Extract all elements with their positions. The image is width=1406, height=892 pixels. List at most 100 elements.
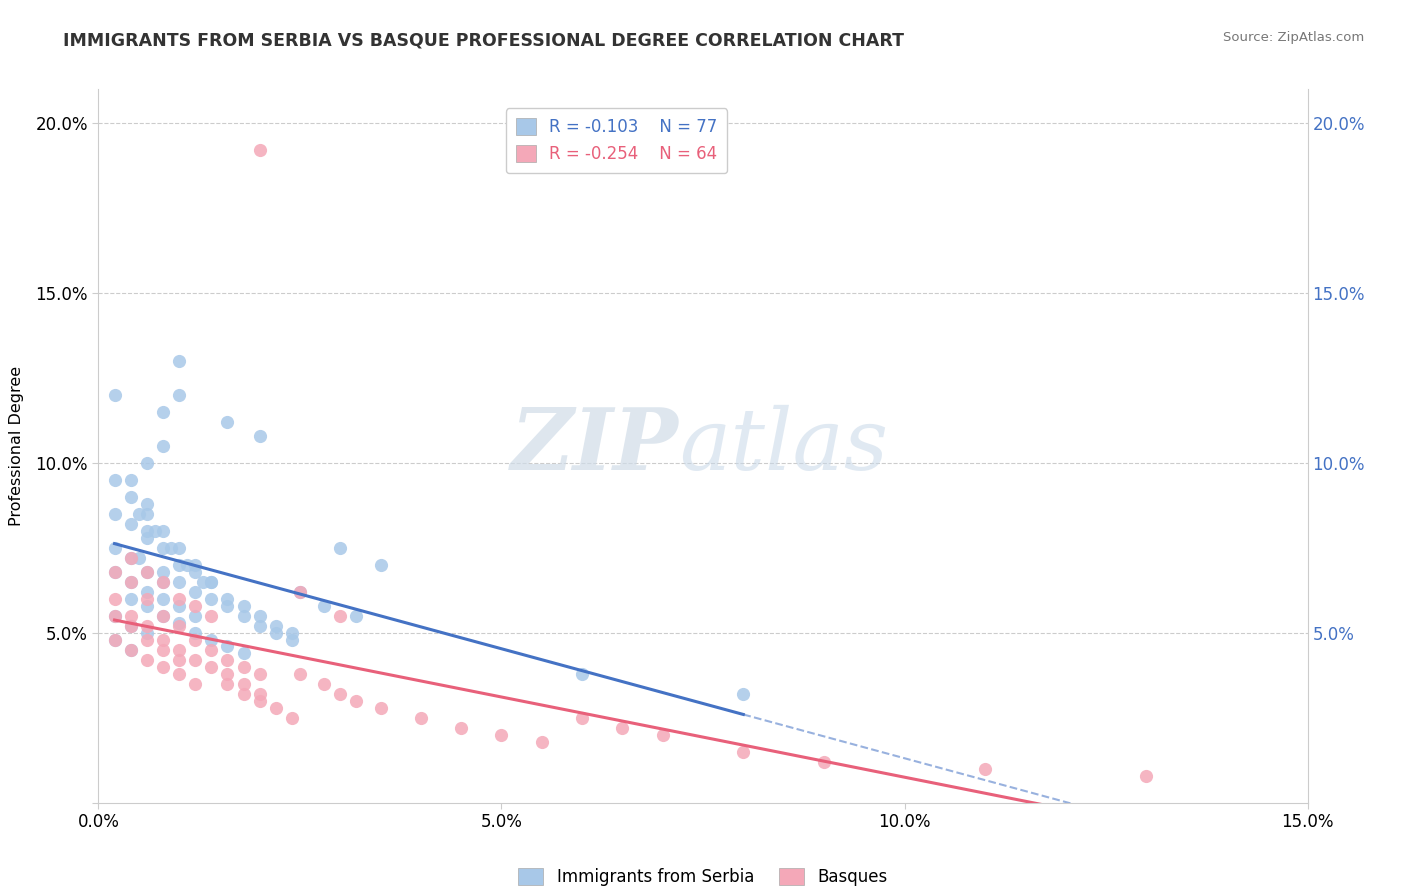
Point bbox=[135, 565, 157, 579]
Point bbox=[314, 599, 336, 613]
Point bbox=[184, 599, 207, 613]
Text: Source: ZipAtlas.com: Source: ZipAtlas.com bbox=[1223, 31, 1364, 45]
Point bbox=[249, 144, 271, 158]
Point bbox=[103, 388, 125, 402]
Point bbox=[288, 585, 311, 599]
Text: ZIP: ZIP bbox=[510, 404, 679, 488]
Point bbox=[176, 558, 198, 572]
Point bbox=[193, 574, 215, 589]
Point bbox=[135, 599, 157, 613]
Point bbox=[152, 643, 174, 657]
Point bbox=[152, 524, 174, 538]
Point bbox=[128, 551, 150, 566]
Point bbox=[120, 473, 142, 487]
Point bbox=[160, 541, 183, 555]
Point bbox=[264, 619, 287, 633]
Point bbox=[450, 721, 472, 735]
Point bbox=[974, 762, 997, 776]
Point bbox=[184, 677, 207, 691]
Point bbox=[120, 619, 142, 633]
Point bbox=[249, 666, 271, 681]
Point bbox=[103, 473, 125, 487]
Point bbox=[370, 558, 392, 572]
Legend: Immigrants from Serbia, Basques: Immigrants from Serbia, Basques bbox=[512, 861, 894, 892]
Point bbox=[120, 574, 142, 589]
Y-axis label: Professional Degree: Professional Degree bbox=[10, 366, 24, 526]
Point bbox=[184, 632, 207, 647]
Point bbox=[217, 599, 239, 613]
Point bbox=[167, 643, 190, 657]
Point bbox=[217, 640, 239, 654]
Point bbox=[264, 626, 287, 640]
Point bbox=[217, 415, 239, 429]
Point bbox=[288, 585, 311, 599]
Point bbox=[184, 558, 207, 572]
Point bbox=[167, 354, 190, 368]
Point bbox=[281, 626, 304, 640]
Point bbox=[152, 632, 174, 647]
Point bbox=[103, 565, 125, 579]
Point bbox=[200, 643, 222, 657]
Point bbox=[167, 599, 190, 613]
Point bbox=[135, 531, 157, 545]
Point bbox=[491, 728, 513, 742]
Point bbox=[135, 497, 157, 511]
Point bbox=[217, 591, 239, 606]
Point bbox=[200, 608, 222, 623]
Point bbox=[167, 388, 190, 402]
Point bbox=[167, 666, 190, 681]
Point bbox=[232, 599, 254, 613]
Point bbox=[135, 456, 157, 470]
Point bbox=[184, 565, 207, 579]
Point bbox=[103, 565, 125, 579]
Point bbox=[135, 626, 157, 640]
Point bbox=[232, 677, 254, 691]
Point bbox=[152, 574, 174, 589]
Point bbox=[167, 615, 190, 630]
Point bbox=[612, 721, 634, 735]
Point bbox=[1135, 769, 1157, 783]
Point bbox=[120, 591, 142, 606]
Point bbox=[167, 541, 190, 555]
Point bbox=[651, 728, 673, 742]
Point bbox=[344, 694, 367, 708]
Point bbox=[314, 677, 336, 691]
Point bbox=[733, 687, 755, 701]
Point bbox=[281, 711, 304, 725]
Point bbox=[249, 687, 271, 701]
Point bbox=[200, 591, 222, 606]
Point bbox=[103, 541, 125, 555]
Point bbox=[152, 565, 174, 579]
Point bbox=[135, 585, 157, 599]
Point bbox=[152, 660, 174, 674]
Point bbox=[135, 619, 157, 633]
Point bbox=[217, 677, 239, 691]
Point bbox=[184, 608, 207, 623]
Point bbox=[135, 591, 157, 606]
Point bbox=[120, 619, 142, 633]
Point bbox=[571, 666, 593, 681]
Point bbox=[135, 653, 157, 667]
Point bbox=[103, 608, 125, 623]
Point bbox=[167, 653, 190, 667]
Point bbox=[249, 429, 271, 443]
Point bbox=[143, 524, 166, 538]
Point bbox=[184, 653, 207, 667]
Point bbox=[232, 687, 254, 701]
Point bbox=[128, 507, 150, 521]
Point bbox=[184, 626, 207, 640]
Point bbox=[120, 551, 142, 566]
Point bbox=[167, 574, 190, 589]
Point bbox=[103, 507, 125, 521]
Point bbox=[733, 745, 755, 759]
Point bbox=[152, 608, 174, 623]
Point bbox=[813, 755, 835, 769]
Point bbox=[135, 524, 157, 538]
Point bbox=[329, 608, 352, 623]
Point bbox=[152, 541, 174, 555]
Point bbox=[120, 490, 142, 504]
Point bbox=[370, 700, 392, 714]
Point bbox=[152, 439, 174, 453]
Point bbox=[103, 632, 125, 647]
Point bbox=[232, 660, 254, 674]
